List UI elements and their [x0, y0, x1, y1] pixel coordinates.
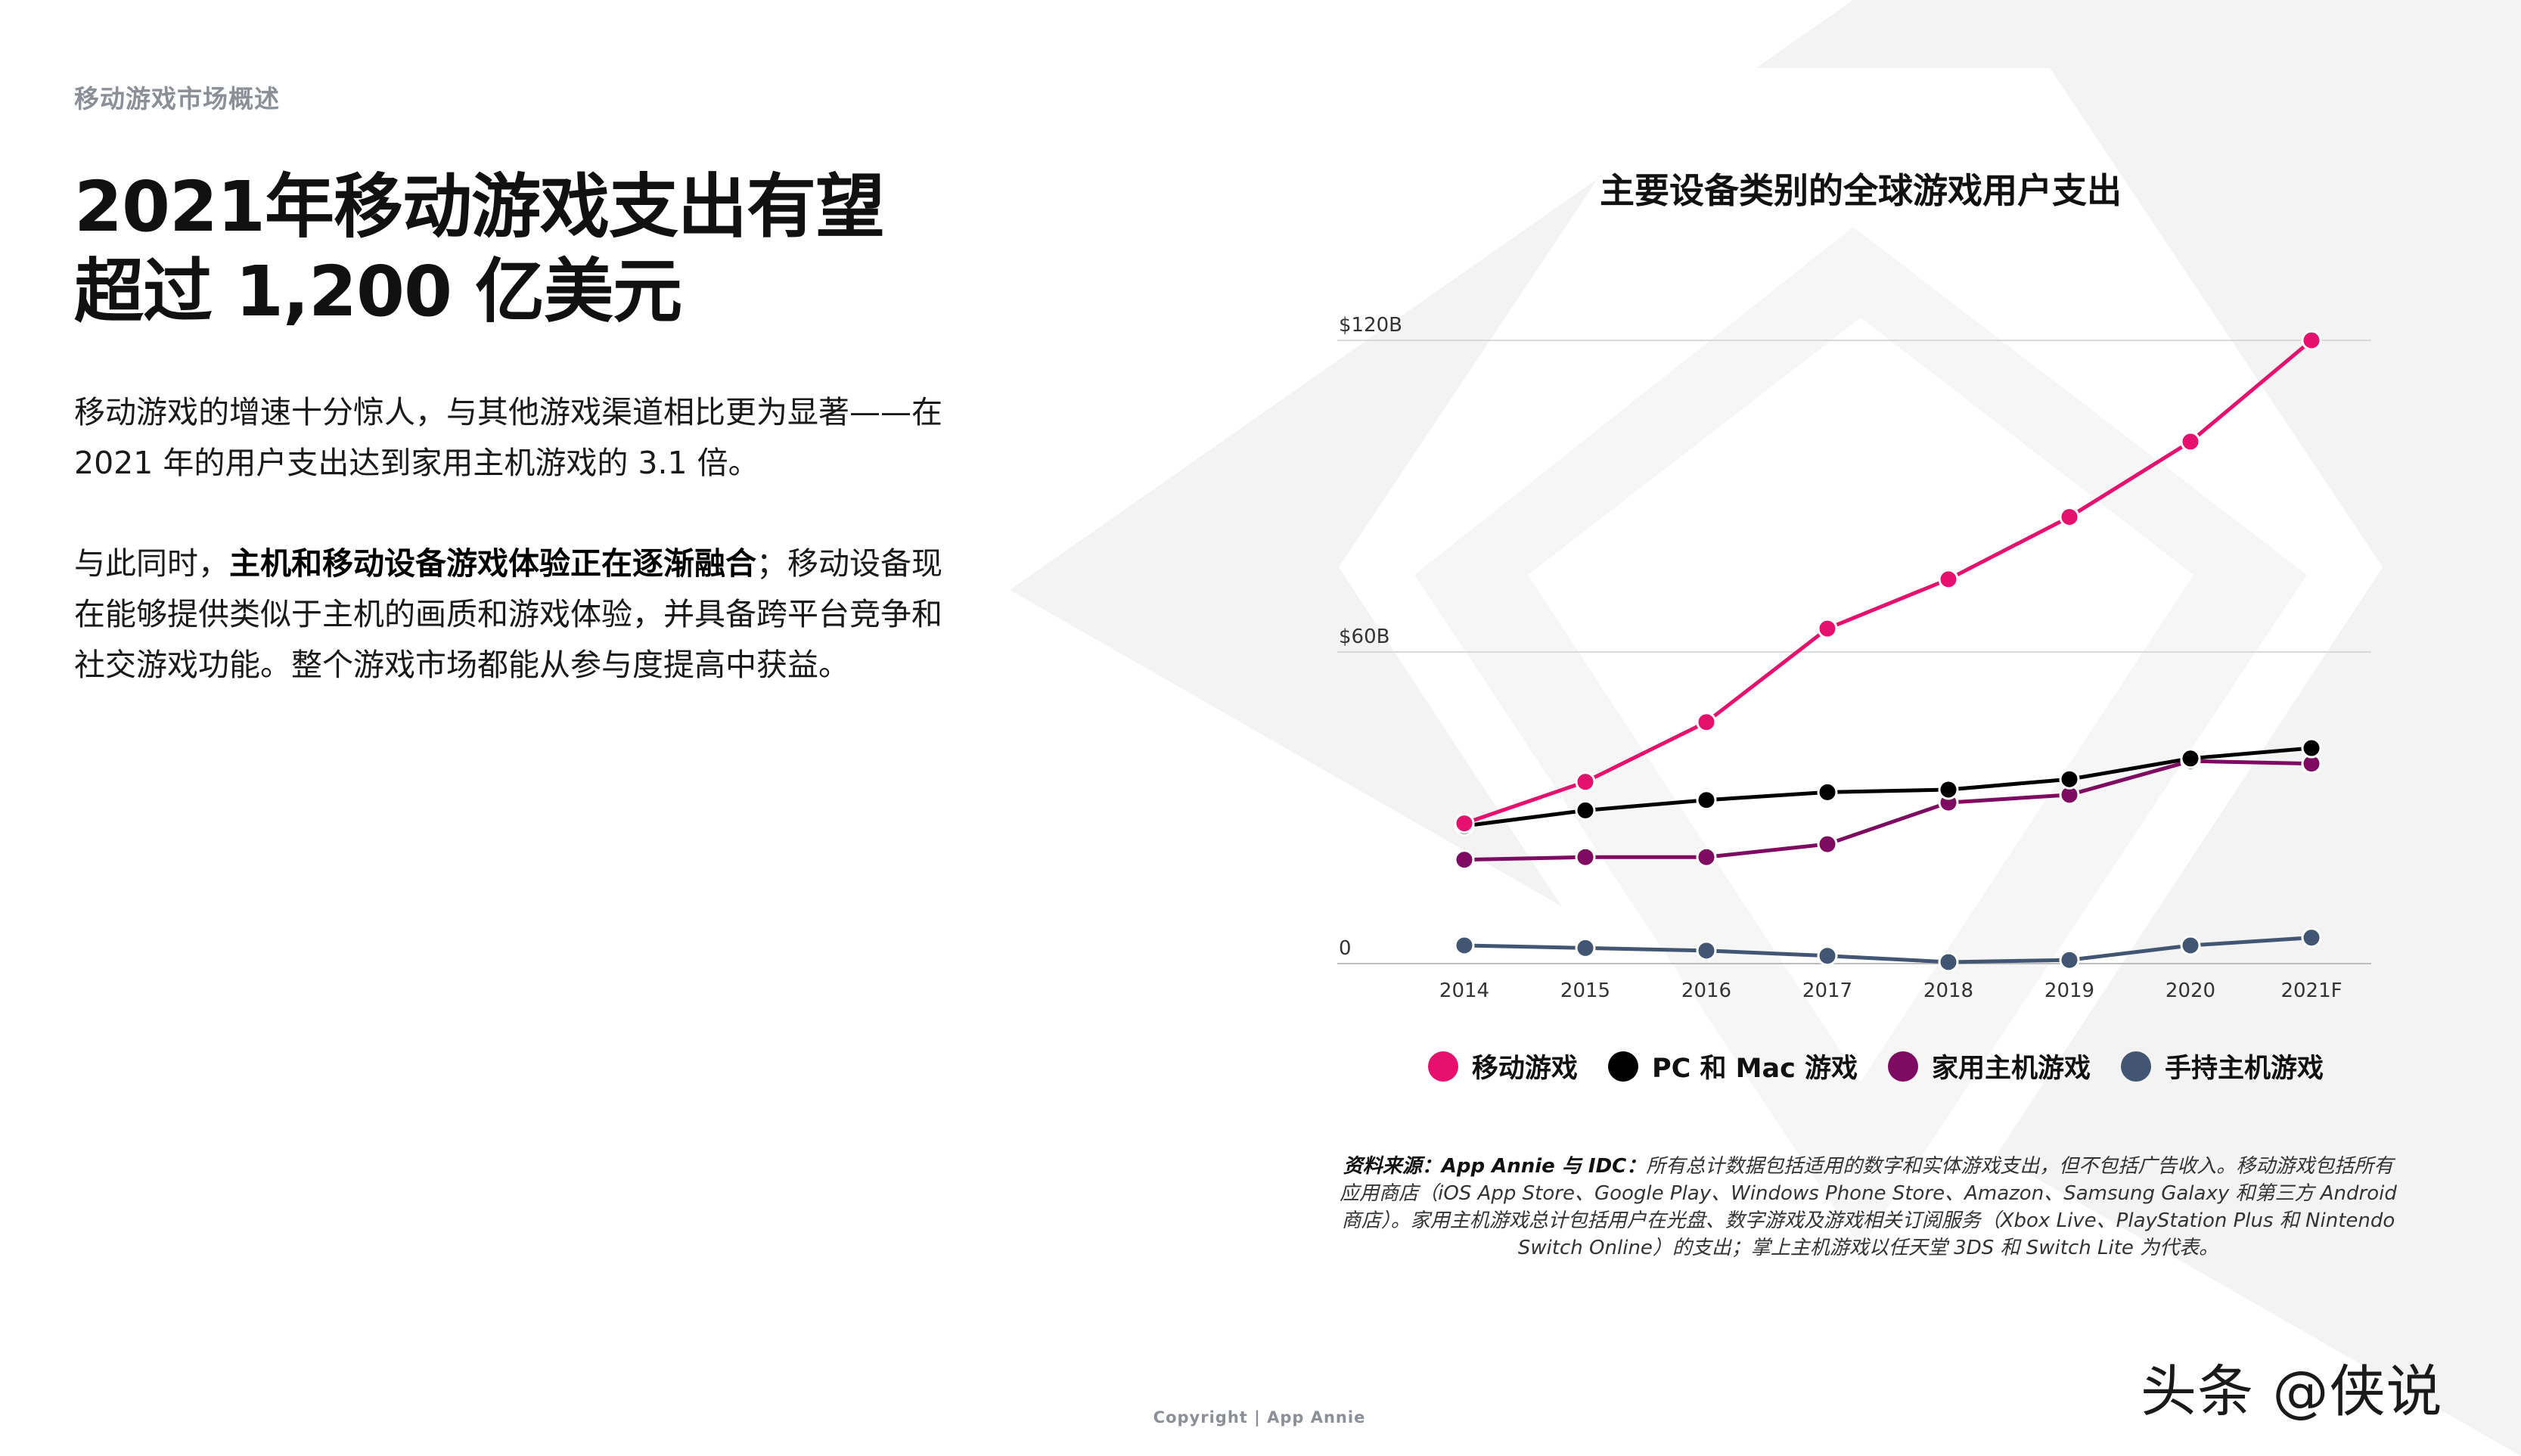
copyright: Copyright | App Annie [1153, 1408, 1366, 1427]
title-line-1: 2021年移动游戏支出有望 [74, 166, 885, 247]
data-point [2301, 927, 2322, 948]
data-point [1575, 771, 1596, 793]
data-point [1817, 781, 1838, 803]
data-point [2180, 935, 2201, 956]
data-point [2180, 431, 2201, 452]
section-label: 移动游戏市场概述 [74, 84, 280, 113]
legend-dot-home-console [1888, 1051, 1919, 1082]
source-note: 资料来源：App Annie 与 IDC：所有总计数据包括适用的数字和实体游戏支… [1339, 1153, 2398, 1262]
data-point [1575, 846, 1596, 868]
data-point [1454, 813, 1475, 834]
x-tick-label: 2019 [2044, 979, 2094, 1002]
chart-legend: 移动游戏 PC 和 Mac 游戏 家用主机游戏 手持主机游戏 [1392, 1047, 2360, 1085]
legend-label-mobile: 移动游戏 [1471, 1054, 1578, 1084]
data-point [2301, 330, 2322, 351]
data-point [1575, 937, 1596, 958]
data-point [1454, 935, 1475, 956]
y-tick-label: 0 [1339, 937, 1352, 960]
legend-item-handheld: 手持主机游戏 [2121, 1047, 2324, 1085]
chart-title: 主要设备类别的全球游戏用户支出 [1600, 170, 2122, 211]
source-note-text: 所有总计数据包括适用的数字和实体游戏支出，但不包括广告收入。移动游戏包括所有应用… [1340, 1155, 2397, 1259]
x-tick-label: 2021F [2280, 979, 2342, 1002]
source-note-label: 资料来源：App Annie 与 IDC： [1343, 1155, 1647, 1178]
x-tick-label: 2017 [1802, 979, 1852, 1002]
page-title: 2021年移动游戏支出有望 超过 1,200 亿美元 [74, 165, 1020, 334]
data-point [2301, 737, 2322, 759]
legend-dot-handheld [2121, 1051, 2152, 1082]
x-tick-label: 2014 [1439, 979, 1489, 1002]
data-point [1938, 779, 1959, 800]
legend-dot-mobile [1427, 1051, 1458, 1082]
x-tick-label: 2016 [1681, 979, 1731, 1002]
paragraph-2-bold: 主机和移动设备游戏体验正在逐渐融合 [229, 545, 756, 582]
legend-item-home-console: 家用主机游戏 [1888, 1047, 2091, 1085]
data-point [2059, 949, 2080, 970]
legend-item-mobile: 移动游戏 [1427, 1047, 1578, 1085]
x-tick-label: 2018 [1923, 979, 1973, 1002]
body-paragraph-2: 与此同时，主机和移动设备游戏体验正在逐渐融合；移动设备现在能够提供类似于主机的画… [74, 539, 952, 691]
data-point [1696, 846, 1717, 868]
legend-label-home-console: 家用主机游戏 [1932, 1054, 2091, 1084]
data-point [1696, 790, 1717, 811]
legend-item-pc-mac: PC 和 Mac 游戏 [1607, 1047, 1858, 1085]
data-point [1817, 834, 1838, 855]
data-point [1938, 569, 1959, 590]
data-point [1938, 952, 1959, 973]
data-point [2059, 768, 2080, 790]
x-tick-label: 2015 [1560, 979, 1610, 1002]
data-point [2180, 748, 2201, 769]
data-point [1817, 945, 1838, 967]
data-point [1454, 849, 1475, 871]
data-point [1817, 618, 1838, 639]
watermark: 头条 @侠说 [2141, 1359, 2443, 1424]
legend-label-handheld: 手持主机游戏 [2165, 1054, 2324, 1084]
data-point [1696, 712, 1717, 733]
data-point [1575, 799, 1596, 821]
title-line-2: 超过 1,200 亿美元 [74, 251, 682, 332]
series-line [1462, 759, 2314, 862]
paragraph-2-suffix: ；移动设备现在能够提供类似于主机的画质和游戏体验，并具备跨平台竞争和社交游戏功能… [74, 545, 942, 683]
series-line [1462, 746, 2314, 828]
y-tick-label: $60B [1339, 626, 1389, 648]
legend-dot-pc-mac [1607, 1051, 1638, 1082]
data-point [2059, 506, 2080, 527]
line-chart: 0 $60B $120B 2014 2015 2016 2017 2018 2019 2020 20… [1337, 314, 2371, 1002]
x-tick-label: 2020 [2166, 979, 2215, 1002]
series-line [1462, 936, 2314, 964]
data-point [1696, 940, 1717, 961]
legend-label-pc-mac: PC 和 Mac 游戏 [1651, 1054, 1858, 1084]
paragraph-2-prefix: 与此同时， [74, 545, 229, 582]
body-paragraph-1: 移动游戏的增速十分惊人，与其他游戏渠道相比更为显著——在 2021 年的用户支出… [74, 394, 942, 481]
y-tick-label: $120B [1339, 314, 1402, 337]
series-line [1462, 338, 2314, 826]
